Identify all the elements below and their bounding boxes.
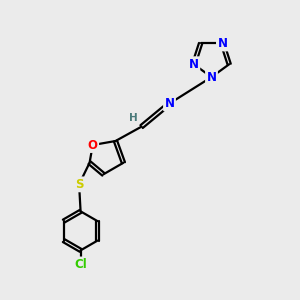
Text: O: O — [88, 139, 98, 152]
Text: N: N — [206, 70, 217, 84]
Text: S: S — [75, 178, 83, 191]
Text: H: H — [129, 113, 138, 123]
Text: N: N — [189, 58, 199, 71]
Text: N: N — [218, 37, 227, 50]
Text: N: N — [164, 97, 175, 110]
Text: Cl: Cl — [74, 258, 87, 271]
